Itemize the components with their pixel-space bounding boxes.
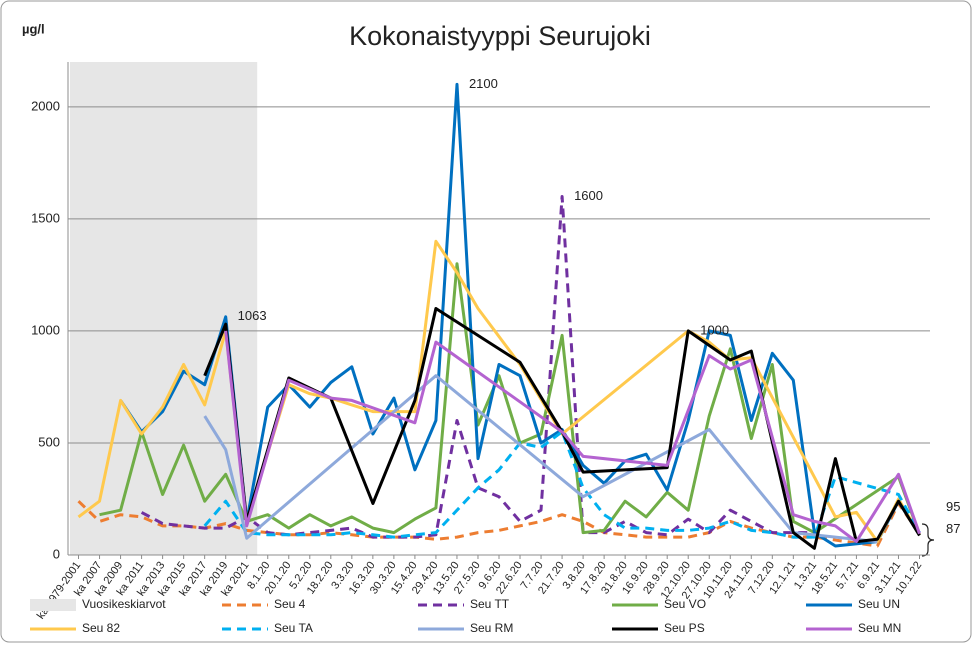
- annotation: 95: [946, 499, 960, 514]
- legend-label: Seu 4: [274, 597, 306, 611]
- y-tick-label: 2000: [31, 98, 60, 113]
- legend-label: Seu PS: [664, 621, 705, 635]
- brace: [921, 523, 935, 557]
- legend-swatch: [30, 599, 76, 611]
- legend-label: Seu 82: [82, 621, 120, 635]
- shaded-region: [70, 62, 258, 555]
- legend-label: Seu UN: [858, 597, 900, 611]
- series-line: [203, 374, 878, 544]
- legend-label: Vuosikeskiarvot: [82, 597, 166, 611]
- y-tick-label: 500: [38, 434, 60, 449]
- y-tick-label: 1500: [31, 210, 60, 225]
- series-line: [203, 430, 921, 539]
- y-axis-label: µg/l: [22, 21, 45, 36]
- annotation: 87: [946, 521, 960, 536]
- chart-title: Kokonaistyyppi Seurujoki: [349, 21, 651, 51]
- y-tick-label: 0: [53, 546, 60, 561]
- series-line: [77, 239, 921, 544]
- series-line: [140, 195, 815, 539]
- annotation: 1063: [238, 308, 267, 323]
- series-line: [77, 500, 921, 548]
- legend-label: Seu RM: [470, 621, 513, 635]
- legend-label: Seu TA: [274, 621, 313, 635]
- legend-label: Seu VO: [664, 597, 706, 611]
- annotation: 2100: [469, 76, 498, 91]
- series-line: [119, 82, 921, 548]
- series-line: [99, 262, 921, 536]
- y-tick-label: 1000: [31, 322, 60, 337]
- legend-label: Seu MN: [858, 621, 901, 635]
- series-line: [224, 330, 921, 544]
- annotation: 1600: [574, 188, 603, 203]
- annotation: 1000: [700, 322, 729, 337]
- legend-label: Seu TT: [470, 597, 510, 611]
